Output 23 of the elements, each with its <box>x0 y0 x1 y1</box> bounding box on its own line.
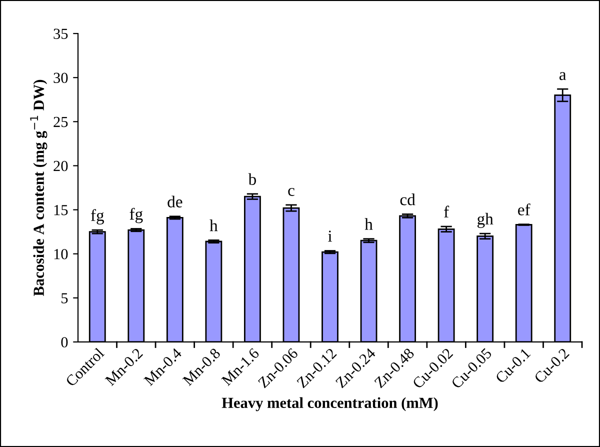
annotation: h <box>210 220 218 232</box>
y-tick-label: 5 <box>62 293 68 304</box>
annotation: gh <box>477 212 494 228</box>
annotation: h <box>364 218 373 230</box>
y-tick-label: 20 <box>54 160 68 172</box>
annotation: fg <box>90 209 104 224</box>
y-tick-label: 30 <box>54 72 68 84</box>
y-tick-label: 35 <box>54 28 68 39</box>
annotation: de <box>168 196 182 208</box>
annotation: cd <box>400 194 416 206</box>
annotation: ef <box>518 203 530 216</box>
annotation: f <box>444 206 450 218</box>
annotation: fg <box>130 208 143 224</box>
y-tick-label: 0 <box>61 337 68 348</box>
annotation: i <box>328 230 332 242</box>
y-axis-title: Bacoside A content (mg g$^{−1}$ DW) <box>30 80 48 296</box>
y-tick-label: 10 <box>54 248 68 260</box>
annotation: b <box>248 173 256 185</box>
y-tick-label: 25 <box>54 116 68 128</box>
x-axis-title: Heavy metal concentration (mM) <box>222 397 438 412</box>
annotation: c <box>288 188 294 196</box>
y-tick-label: 15 <box>54 204 68 216</box>
annotation: a <box>560 72 566 80</box>
